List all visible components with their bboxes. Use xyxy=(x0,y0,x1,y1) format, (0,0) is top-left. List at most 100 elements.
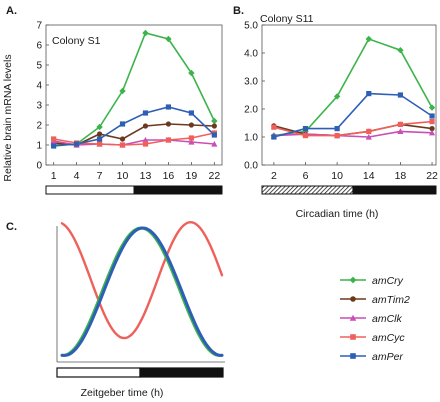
x-tick-label: 22 xyxy=(209,170,221,182)
light-phase-bar xyxy=(45,185,135,195)
x-tick-label: 22 xyxy=(426,170,438,182)
data-point-amCyc xyxy=(165,137,172,143)
legend-marker xyxy=(349,314,357,321)
panel-c: C. Zeitgeber time (h) xyxy=(6,220,225,399)
data-point-amPer xyxy=(51,143,57,149)
data-point-amTim2 xyxy=(142,123,149,129)
plot-frame xyxy=(261,24,437,166)
data-point-amCyc xyxy=(271,124,277,130)
panel-a-label: A. xyxy=(6,5,17,17)
data-point-amClk xyxy=(428,129,436,136)
data-point-amCry xyxy=(365,35,372,43)
data-point-amPer xyxy=(271,134,277,140)
y-tick-label: 4 xyxy=(36,81,42,92)
data-point-amPer xyxy=(211,132,217,138)
data-point-amCyc xyxy=(188,135,194,141)
x-tick-label: 19 xyxy=(186,170,198,182)
legend-label: amCry xyxy=(372,275,404,287)
data-point-amTim2 xyxy=(188,122,194,128)
data-point-amClk xyxy=(211,140,218,147)
data-point-amPer xyxy=(119,121,126,127)
subjective-light-bar xyxy=(261,185,354,195)
data-point-amClk xyxy=(142,136,149,143)
legend-item-amPer: amPer xyxy=(340,351,403,363)
legend: amCry amTim2 amClk amCyc amPer xyxy=(340,275,410,363)
data-point-amCry xyxy=(211,117,218,125)
y-tick-label: 2 xyxy=(36,121,42,132)
y-tick-label: 3.0 xyxy=(244,77,258,88)
data-point-amTim2 xyxy=(119,136,126,142)
panel-b-subtitle: Colony S11 xyxy=(260,13,314,25)
x-tick-label: 2 xyxy=(271,170,277,182)
series-line-amPer xyxy=(273,92,433,138)
dark-phase-bar xyxy=(352,185,437,195)
data-point-amCry xyxy=(188,69,195,77)
y-tick-label: 2.0 xyxy=(244,105,258,116)
x-tick-label: 18 xyxy=(395,170,407,182)
data-point-amPer xyxy=(429,113,435,119)
panel-b-x-axis-title: Circadian time (h) xyxy=(296,208,379,220)
dark-phase-bar xyxy=(133,185,223,195)
y-tick-label: 4.0 xyxy=(244,49,258,60)
schematic-curve-amCry xyxy=(60,226,224,358)
schematic-curve-amPer xyxy=(60,226,224,358)
data-point-amCyc xyxy=(96,141,103,147)
panel-a-subtitle: Colony S1 xyxy=(52,35,101,47)
data-point-amCyc xyxy=(366,128,372,134)
y-tick-label: 5.0 xyxy=(244,21,258,32)
plot-frame xyxy=(45,24,223,166)
legend-label: amTim2 xyxy=(372,294,410,306)
panel-c-label: C. xyxy=(6,221,17,233)
x-tick-label: 14 xyxy=(363,170,375,182)
y-tick-label: 5 xyxy=(36,61,42,72)
data-point-amCyc xyxy=(334,133,340,139)
series-line-amCry xyxy=(273,38,433,137)
data-point-amCyc xyxy=(397,121,404,127)
x-tick-label: 16 xyxy=(163,170,175,182)
data-point-amCyc xyxy=(51,136,57,142)
data-point-amClk xyxy=(188,138,195,145)
x-tick-label: 7 xyxy=(97,170,103,182)
dark-phase-bar xyxy=(139,367,224,378)
legend-marker xyxy=(349,276,357,284)
data-point-amPer xyxy=(165,104,172,110)
data-point-amCry xyxy=(142,29,149,37)
legend-label: amCyc xyxy=(372,332,405,344)
panel-c-x-axis-title: Zeitgeber time (h) xyxy=(81,387,164,399)
data-point-amClk xyxy=(365,133,372,140)
data-point-amPer xyxy=(366,91,372,97)
data-point-amCry xyxy=(165,35,172,43)
x-tick-label: 10 xyxy=(117,170,129,182)
legend-marker xyxy=(350,296,356,302)
series-line-amClk xyxy=(53,139,215,146)
y-tick-label: 6 xyxy=(36,41,42,52)
y-axis-title: Relative brain mRNA levels xyxy=(2,54,14,181)
y-tick-label: 0 xyxy=(36,161,42,172)
y-tick-label: 0.0 xyxy=(244,161,258,172)
y-tick-label: 3 xyxy=(36,101,42,112)
data-point-amPer xyxy=(96,136,103,142)
data-point-amPer xyxy=(188,110,194,116)
data-point-amCyc xyxy=(302,133,309,139)
data-point-amPer xyxy=(397,92,404,98)
data-point-amCyc xyxy=(119,142,126,148)
series-line-amPer xyxy=(53,106,215,147)
y-tick-label: 1 xyxy=(36,141,42,152)
data-point-amTim2 xyxy=(429,126,435,132)
data-point-amCry xyxy=(119,87,126,95)
panel-b: B. Colony S11 Circadian time (h) 0.0 1.0 2… xyxy=(233,5,438,220)
data-point-amCry xyxy=(96,123,103,131)
data-point-amCyc xyxy=(429,119,435,125)
light-phase-bar xyxy=(56,367,141,378)
data-point-amPer xyxy=(302,126,309,132)
data-point-amTim2 xyxy=(211,123,217,129)
legend-item-amClk: amClk xyxy=(340,313,403,325)
x-tick-label: 13 xyxy=(140,170,152,182)
data-point-amCry xyxy=(397,47,404,54)
legend-item-amTim2: amTim2 xyxy=(340,294,410,306)
data-point-amCry xyxy=(428,104,436,111)
x-tick-label: 1 xyxy=(51,170,57,182)
panel-b-label: B. xyxy=(233,5,244,17)
